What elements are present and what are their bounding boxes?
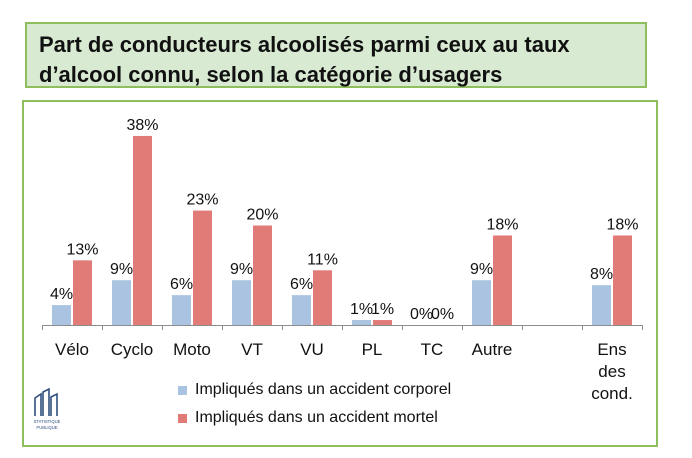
bar-corporel [112,280,131,325]
data-label-mortel: 13% [66,241,98,258]
x-tick-label: TC [421,340,444,359]
statistique-publique-logo: STATISTIQUE PUBLIQUE [34,388,61,430]
bar-corporel [292,295,311,325]
data-label-corporel: 4% [50,286,73,303]
x-tick-label: des [598,362,625,381]
x-tick-label: Cyclo [111,340,154,359]
x-tick-label: Moto [173,340,211,359]
data-label-mortel: 1% [371,301,394,318]
x-tick-label: Vélo [55,340,89,359]
logo-text-line1: STATISTIQUE [34,419,61,424]
legend: Impliqués dans un accident corporel Impl… [178,376,451,432]
bar-mortel [373,320,392,325]
legend-item-corporel: Impliqués dans un accident corporel [178,376,451,404]
chart-frame [22,100,658,447]
data-label-mortel: 18% [606,216,638,233]
bar-mortel [253,225,272,325]
bar-mortel [493,235,512,325]
bar-corporel [472,280,491,325]
x-tick-label: PL [362,340,383,359]
data-label-mortel: 38% [126,117,158,134]
x-tick-label: Autre [472,340,513,359]
title-box: Part de conducteurs alcoolisés parmi ceu… [25,22,647,88]
x-tick-label: VU [300,340,324,359]
data-label-corporel: 9% [110,261,133,278]
bar-mortel [613,235,632,325]
data-label-mortel: 20% [246,207,278,224]
bar-corporel [52,305,71,325]
data-label-corporel: 1% [350,301,373,318]
legend-swatch-corporel [178,385,187,395]
data-label-corporel: 9% [230,261,253,278]
x-tick-label: VT [241,340,263,359]
logo-text-line2: PUBLIQUE [36,425,57,430]
legend-label-mortel: Impliqués dans un accident mortel [195,409,438,426]
chart-title: Part de conducteurs alcoolisés parmi ceu… [39,32,570,87]
bar-corporel [172,295,191,325]
bar-corporel [592,285,611,325]
bar-mortel [193,210,212,325]
bar-corporel [352,320,371,325]
legend-item-mortel: Impliqués dans un accident mortel [178,404,451,432]
data-label-corporel: 9% [470,261,493,278]
data-label-mortel: 23% [186,192,218,209]
data-label-mortel: 11% [307,251,338,268]
legend-swatch-mortel [178,413,187,423]
bar-mortel [73,260,92,325]
data-label-mortel: 0% [431,306,454,323]
bar-mortel [133,135,152,325]
x-tick-label: Ens [597,340,626,359]
data-label-corporel: 6% [290,276,313,293]
data-label-corporel: 6% [170,276,193,293]
legend-label-corporel: Impliqués dans un accident corporel [195,381,452,398]
data-label-corporel: 0% [410,306,433,323]
data-label-corporel: 8% [590,266,613,283]
x-tick-label: cond. [591,384,633,403]
bar-corporel [232,280,251,325]
data-label-mortel: 18% [486,216,518,233]
bar-mortel [313,270,332,325]
